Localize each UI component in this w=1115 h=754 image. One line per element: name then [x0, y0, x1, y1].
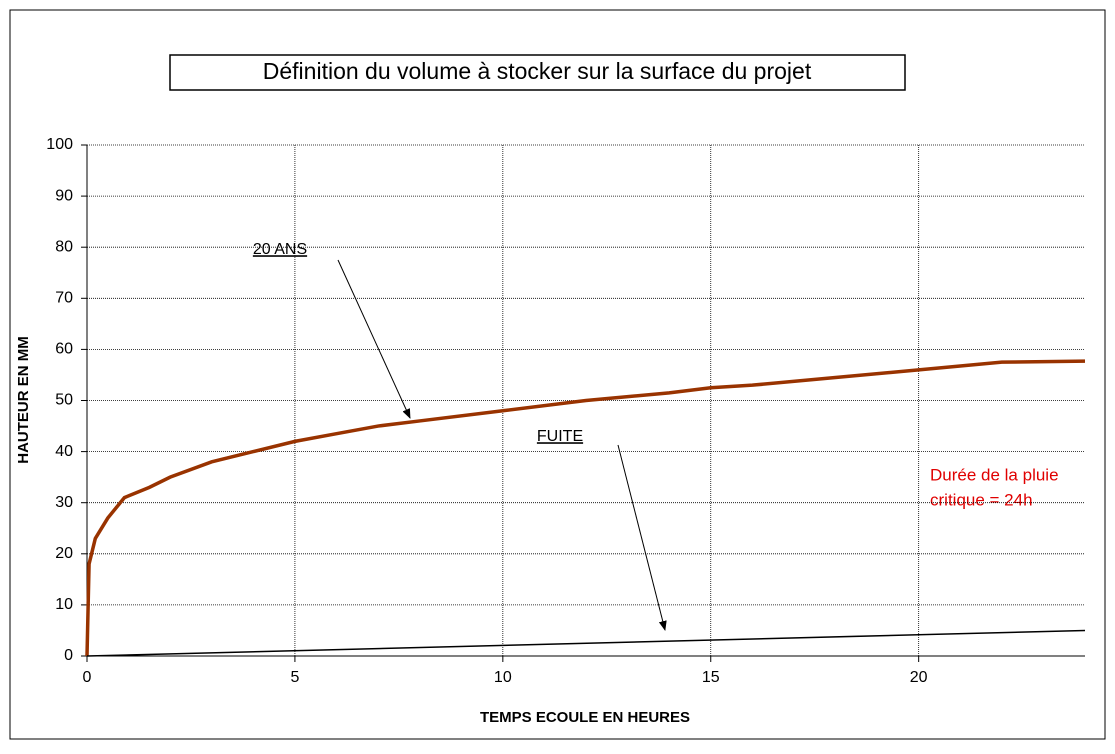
- y-tick-label: 0: [64, 647, 73, 664]
- y-axis-label: HAUTEUR EN MM: [15, 336, 32, 464]
- series-line: [85, 359, 1086, 657]
- series-line: [86, 629, 1086, 657]
- x-tick-label: 5: [290, 669, 299, 686]
- leader-arrow: [617, 444, 667, 631]
- y-tick-label: 10: [55, 596, 73, 613]
- y-tick-label: 60: [55, 341, 73, 358]
- y-tick-label: 90: [55, 187, 73, 204]
- chart-title: Définition du volume à stocker sur la su…: [263, 58, 812, 84]
- annotation: critique = 24h: [930, 490, 1033, 509]
- y-tick-label: 100: [46, 136, 73, 153]
- y-tick-label: 50: [55, 392, 73, 409]
- x-tick-label: 10: [494, 669, 512, 686]
- title-box: [169, 54, 906, 91]
- y-tick-label: 80: [55, 238, 73, 255]
- series-label: 20 ANS: [253, 241, 307, 258]
- series-label: FUITE: [537, 428, 583, 445]
- y-tick-label: 20: [55, 545, 73, 562]
- x-axis-label: TEMPS ECOULE EN HEURES: [480, 709, 690, 726]
- y-tick-label: 40: [55, 443, 73, 460]
- y-tick-label: 30: [55, 494, 73, 511]
- x-tick-label: 15: [702, 669, 720, 686]
- annotation: Durée de la pluie: [930, 465, 1059, 484]
- x-tick-label: 0: [83, 669, 92, 686]
- y-tick-label: 70: [55, 290, 73, 307]
- annotations: Durée de la pluie critique = 24h: [930, 465, 1059, 509]
- frame: [9, 9, 1106, 740]
- leader-arrow: [337, 259, 411, 419]
- x-tick-label: 20: [910, 669, 928, 686]
